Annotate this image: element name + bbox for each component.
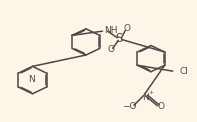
Text: NH: NH [104, 25, 117, 35]
Text: Cl: Cl [179, 67, 188, 76]
Text: O: O [107, 45, 114, 54]
Text: −O: −O [122, 102, 137, 111]
Text: O: O [124, 24, 131, 33]
Text: +: + [148, 90, 153, 95]
Text: S: S [115, 32, 123, 45]
Text: O: O [157, 102, 164, 111]
Text: N: N [28, 75, 35, 84]
Text: N: N [142, 93, 149, 102]
